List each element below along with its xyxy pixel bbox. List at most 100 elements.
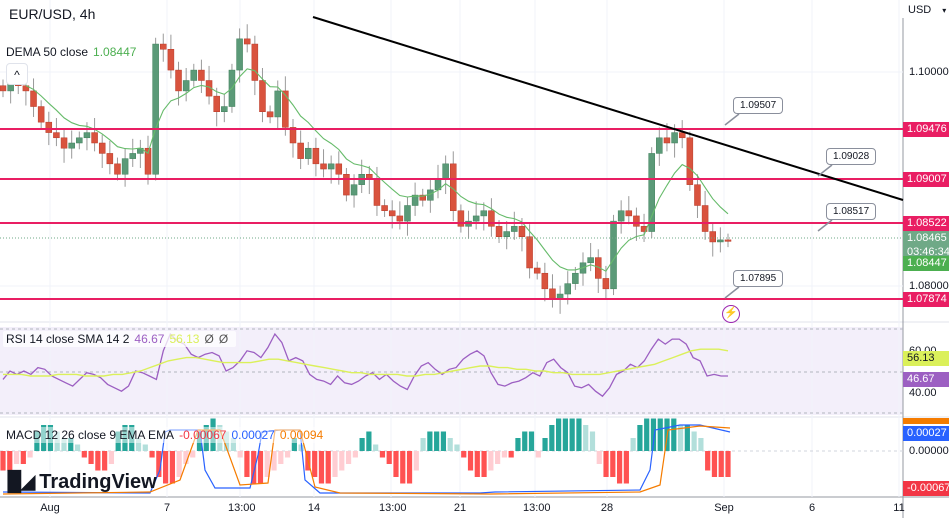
- macd-hist-bar-positive: [644, 418, 650, 451]
- rsi-sma-line: [3, 348, 729, 377]
- price-callout[interactable]: 1.09028: [826, 148, 877, 165]
- macd-hist-bar-positive: [427, 431, 433, 451]
- macd-hist-bar-negative: [393, 451, 399, 477]
- candle-up: [221, 106, 228, 112]
- macd-hist-bar-negative: [190, 451, 196, 458]
- currency-selector[interactable]: USD ▾: [904, 0, 949, 20]
- dema-legend[interactable]: DEMA 50 close 1.08447: [3, 44, 145, 60]
- candle-down: [37, 106, 45, 123]
- price-axis-tick: 1.10000: [909, 66, 949, 78]
- candle-down: [60, 137, 68, 149]
- macd-axis-tag: 0.00027: [903, 426, 949, 441]
- macd-hist-bar-positive: [373, 444, 379, 451]
- macd-hist-bar-positive: [650, 418, 657, 451]
- candle-up: [274, 90, 281, 118]
- macd-hist-bar-negative: [623, 451, 629, 484]
- macd-hist-bar-positive: [671, 418, 677, 451]
- macd-hist-bar-negative: [718, 451, 724, 477]
- candle-down: [724, 239, 732, 242]
- rsi-axis-tag: 46.67: [903, 372, 949, 387]
- dema-line: [25, 68, 729, 272]
- candle-up: [236, 38, 243, 71]
- candle-down: [686, 137, 694, 185]
- candle-down: [167, 49, 175, 71]
- time-axis-tick: 6: [808, 502, 816, 514]
- macd-hist-bar-negative: [81, 451, 87, 458]
- candle-down: [53, 132, 60, 139]
- tradingview-logo[interactable]: ▉◢ TradingView: [8, 471, 157, 494]
- candle-up: [76, 137, 83, 144]
- rsi-legend[interactable]: RSI 14 close SMA 14 2 46.67 56.13 Ø Ø: [3, 331, 237, 347]
- candle-up: [350, 184, 358, 196]
- candle-down: [625, 210, 633, 217]
- macd-hist-bar-positive: [684, 425, 690, 451]
- macd-hist-bar-positive: [135, 438, 142, 451]
- macd-hist-bar-negative: [264, 451, 270, 477]
- candle-down: [396, 215, 404, 222]
- tradingview-mark-icon: ▉◢: [8, 472, 35, 493]
- time-axis-tick: 14: [307, 502, 321, 514]
- candle-down: [0, 85, 7, 92]
- macd-hist-bar-negative: [610, 451, 616, 477]
- time-axis-tick: 28: [600, 502, 614, 514]
- macd-hist-bar-positive: [528, 431, 535, 451]
- collapse-legend-button[interactable]: ^: [6, 63, 28, 85]
- candle-up: [305, 147, 312, 159]
- candle-down: [595, 257, 602, 279]
- macd-hist-bar-negative: [271, 451, 277, 471]
- candle-down: [709, 231, 716, 243]
- candle-up: [182, 80, 190, 92]
- candle-down: [419, 194, 426, 201]
- macd-hist-bar-positive: [569, 418, 575, 451]
- symbol-title[interactable]: EUR/USD, 4h: [9, 6, 96, 22]
- candle-down: [381, 205, 388, 211]
- macd-hist-bar-negative: [95, 451, 101, 471]
- macd-hist-bar-negative: [7, 451, 13, 471]
- candle-down: [213, 95, 220, 112]
- macd-hist-bar-positive: [677, 425, 684, 451]
- macd-hist-bar-positive: [440, 431, 447, 451]
- macd-hist-bar-positive: [68, 438, 74, 451]
- candle-down: [663, 137, 671, 144]
- callout-pointer: [724, 286, 740, 299]
- rsi-line: [2, 332, 728, 398]
- candle-up: [411, 194, 419, 206]
- macd-hist-bar-positive: [522, 431, 528, 451]
- macd-hist-bar-negative: [13, 451, 20, 464]
- candle-down: [549, 288, 556, 300]
- macd-hist-bar-positive: [637, 425, 643, 451]
- candle-down: [251, 43, 259, 81]
- macd-hist-bar-negative: [88, 451, 94, 464]
- candle-down: [678, 132, 686, 139]
- rsi-label: RSI 14 close SMA 14 2: [6, 332, 130, 346]
- macd-hist-bar-negative: [278, 451, 284, 464]
- price-callout[interactable]: 1.08517: [826, 203, 877, 220]
- lightning-icon[interactable]: ⚡: [722, 305, 740, 323]
- time-axis-tick: 13:00: [228, 502, 256, 514]
- candle-down: [701, 205, 709, 232]
- macd-hist-bar-positive: [698, 438, 704, 451]
- macd-hist-bar-positive: [291, 438, 297, 451]
- candle-down: [114, 163, 121, 175]
- callout-pointer: [817, 164, 833, 177]
- candle-down: [297, 142, 304, 159]
- macd-hist-value: -0.00067: [179, 428, 227, 442]
- macd-hist-bar-positive: [549, 425, 555, 451]
- candle-down: [282, 90, 289, 128]
- macd-hist-bar-positive: [630, 438, 636, 451]
- macd-hist-bar-negative: [318, 451, 325, 484]
- chevron-up-icon: ^: [14, 68, 20, 82]
- macd-hist-bar-positive: [576, 418, 582, 451]
- candle-down: [91, 132, 98, 144]
- rsi-axis-tick: 40.00: [909, 387, 937, 399]
- macd-hist-bar-positive: [454, 444, 460, 451]
- macd-signal-value: 0.00094: [279, 428, 324, 442]
- price-callout[interactable]: 1.07895: [733, 270, 784, 287]
- macd-hist-bar-negative: [237, 451, 243, 458]
- candle-up: [472, 215, 480, 222]
- macd-legend[interactable]: MACD 12 26 close 9 EMA EMA -0.00067 0.0002…: [3, 427, 332, 443]
- macd-hist-bar-negative: [400, 451, 406, 484]
- price-callout[interactable]: 1.09507: [733, 97, 784, 114]
